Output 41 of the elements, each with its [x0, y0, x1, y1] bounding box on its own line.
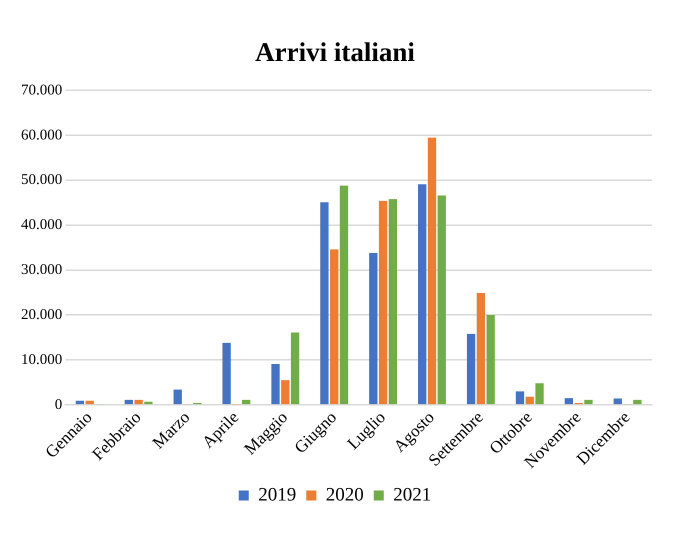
legend-label: 2020 — [326, 484, 364, 506]
bar — [144, 402, 153, 404]
bar — [369, 253, 378, 404]
bar — [222, 342, 231, 404]
y-tick-label: 0 — [54, 396, 62, 413]
y-tick-label: 10.000 — [21, 352, 62, 368]
bar — [438, 196, 446, 404]
legend-label: 2019 — [258, 484, 296, 506]
bar — [281, 380, 290, 404]
bar — [486, 315, 495, 404]
bar — [290, 332, 300, 404]
bar — [564, 398, 574, 404]
bar — [388, 199, 398, 404]
bar — [614, 398, 622, 404]
bar — [124, 400, 133, 404]
bar — [466, 334, 476, 404]
y-tick-label: 40.000 — [21, 217, 62, 234]
y-tick-label: 70.000 — [21, 82, 62, 98]
bar — [428, 138, 436, 404]
legend-label: 2021 — [393, 484, 432, 506]
y-tick-label: 50.000 — [21, 172, 62, 188]
bar — [330, 249, 338, 404]
bar — [378, 200, 388, 404]
bar — [320, 202, 329, 404]
y-tick-label: 30.000 — [21, 262, 62, 278]
bar — [271, 364, 280, 404]
bar — [418, 184, 426, 404]
bar — [476, 292, 486, 404]
bar — [584, 400, 593, 404]
bar — [340, 186, 348, 404]
bar — [174, 390, 182, 404]
bar — [86, 400, 94, 404]
bar — [535, 383, 544, 404]
bar — [134, 400, 143, 404]
y-tick-label: 60.000 — [21, 127, 62, 144]
bar — [242, 400, 250, 404]
bar — [633, 400, 642, 404]
bar — [526, 396, 534, 404]
y-tick-label: 20.000 — [21, 306, 62, 323]
bar — [516, 391, 524, 404]
chart-title: Arrivi italiani — [255, 37, 416, 68]
